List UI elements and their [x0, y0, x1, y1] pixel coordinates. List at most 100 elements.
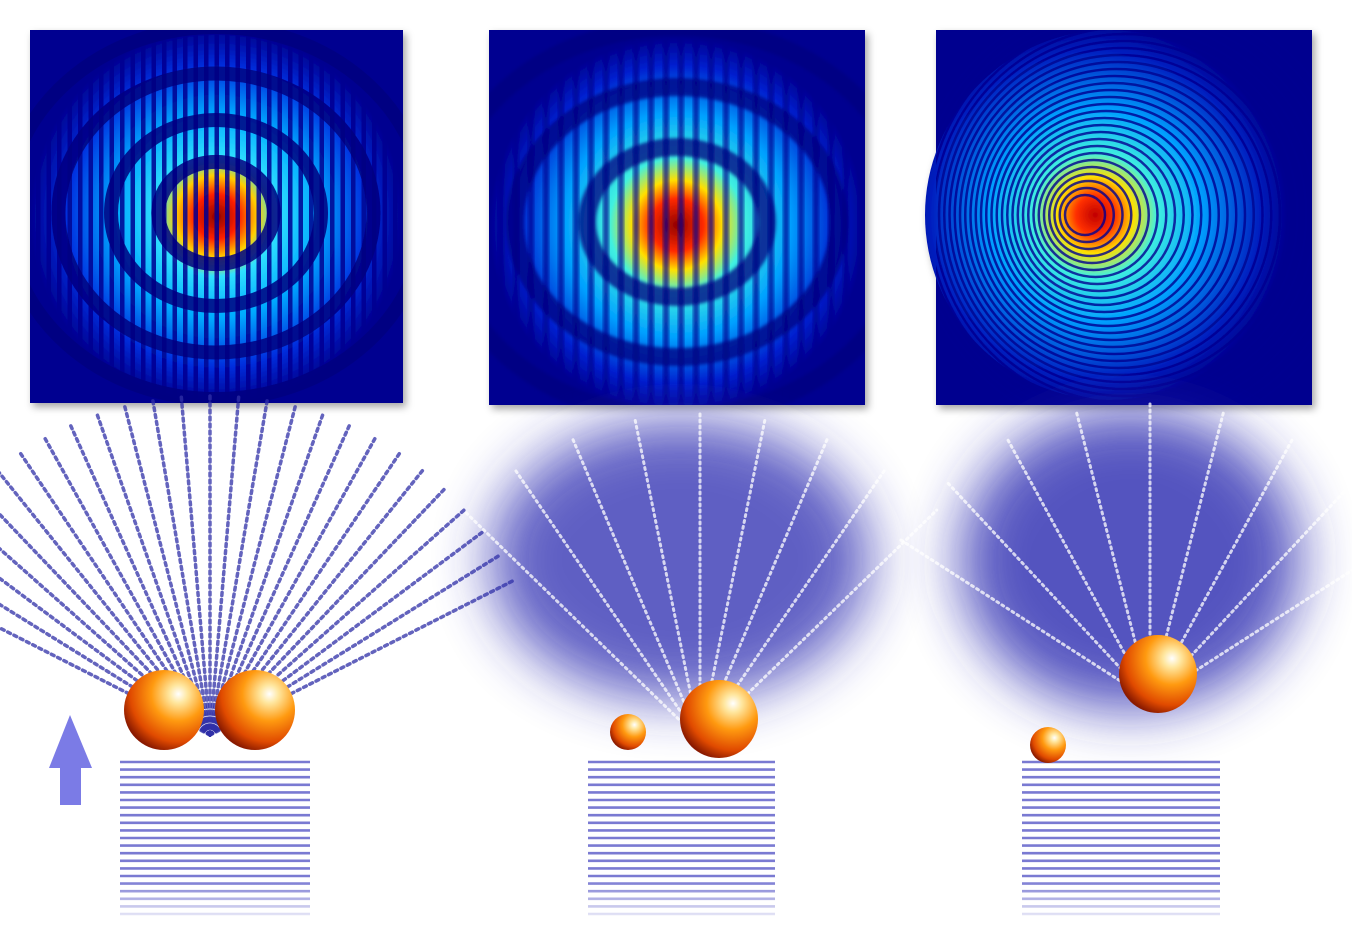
fringe-gap: [204, 30, 209, 403]
fringe-gap: [46, 30, 51, 403]
ray: [208, 398, 270, 737]
fringe-gap: [361, 30, 366, 403]
fringe-gap: [172, 30, 177, 403]
direction-arrow: [49, 715, 92, 805]
ring: [30, 30, 403, 403]
ray: [632, 415, 702, 742]
arc: [1063, 193, 1107, 237]
ray: [461, 508, 702, 742]
arc: [943, 32, 1308, 398]
fringe-gap: [498, 30, 504, 405]
arc: [974, 74, 1255, 356]
fringe-gap: [120, 30, 125, 403]
fringe-gap: [633, 30, 639, 405]
ring: [104, 113, 328, 313]
fringe-gap: [130, 30, 135, 403]
fringe-gap: [67, 30, 72, 403]
fringe-gap: [78, 30, 83, 403]
fringe-gap: [256, 30, 261, 403]
ray: [512, 466, 702, 742]
fringe-gap: [288, 30, 293, 403]
ring: [151, 154, 281, 272]
arc: [995, 102, 1220, 328]
wave-blob: [960, 410, 1300, 710]
arc: [1021, 137, 1177, 293]
arc: [1006, 116, 1203, 314]
arc: [937, 30, 1312, 405]
sphere: [610, 714, 646, 750]
ring: [51, 66, 381, 360]
sphere: [215, 670, 295, 750]
arc: [1000, 109, 1212, 321]
ray: [150, 398, 212, 737]
fringe-gap: [813, 30, 819, 405]
panel-2: [489, 30, 879, 405]
arc: [979, 81, 1247, 349]
beam-fade: [583, 880, 780, 920]
fringe-gap: [393, 30, 398, 403]
fringe-gap: [753, 30, 759, 405]
fringe-gap: [36, 30, 41, 403]
panel-3: [925, 30, 1312, 405]
fringe-gap: [246, 30, 251, 403]
fringe-gap: [235, 30, 240, 403]
fringe-gap: [99, 30, 104, 403]
fringe-gap: [351, 30, 356, 403]
wave-blob: [490, 420, 870, 700]
fringe-gap: [738, 30, 744, 405]
fringe-gap: [382, 30, 387, 403]
arc: [1011, 123, 1194, 307]
beam-fade: [115, 880, 315, 920]
sphere: [1030, 727, 1066, 763]
fringe-gap: [708, 30, 714, 405]
arc: [958, 53, 1282, 377]
fringe-gap: [543, 30, 549, 405]
arrow-shaft: [60, 765, 81, 805]
ray: [944, 478, 1152, 702]
fringe-gap: [88, 30, 93, 403]
heatmap-panels: [30, 30, 1312, 405]
fringe-gap: [298, 30, 303, 403]
fringe-gap: [873, 30, 879, 405]
ray: [569, 434, 702, 742]
ray: [179, 394, 212, 737]
fringe-gap: [214, 30, 219, 403]
arc: [1042, 165, 1142, 265]
sphere: [124, 670, 204, 750]
sphere: [1119, 635, 1197, 713]
arc: [948, 39, 1299, 391]
ray: [896, 536, 1152, 702]
incident-beams: [115, 760, 1225, 920]
panel-1: [30, 30, 409, 403]
fringe-gap: [678, 30, 684, 405]
fringe-gap: [309, 30, 314, 403]
beam-fade: [1017, 880, 1225, 920]
panel-pattern: [30, 30, 409, 403]
arc: [969, 67, 1264, 363]
arc: [953, 46, 1290, 384]
arc: [1058, 186, 1115, 244]
ray: [208, 394, 241, 737]
panel-pattern: [936, 30, 1312, 405]
fringe-gap: [225, 30, 230, 403]
fringe-gap: [183, 30, 188, 403]
arc: [1016, 130, 1185, 300]
sphere: [680, 680, 758, 758]
fringe-gap: [723, 30, 729, 405]
arc: [1053, 179, 1124, 251]
fringe-gap: [141, 30, 146, 403]
fringe-gap: [798, 30, 804, 405]
fringe-gap: [618, 30, 624, 405]
fringe-gap: [693, 30, 699, 405]
fringe-gap: [193, 30, 198, 403]
arrow-head: [49, 715, 92, 768]
fringe-gap: [340, 30, 345, 403]
fringe-gap: [858, 30, 864, 405]
fringe-gap: [663, 30, 669, 405]
fringe-gap: [558, 30, 564, 405]
ray: [122, 404, 212, 737]
arc: [1037, 158, 1150, 272]
fringe-gap: [404, 30, 409, 403]
